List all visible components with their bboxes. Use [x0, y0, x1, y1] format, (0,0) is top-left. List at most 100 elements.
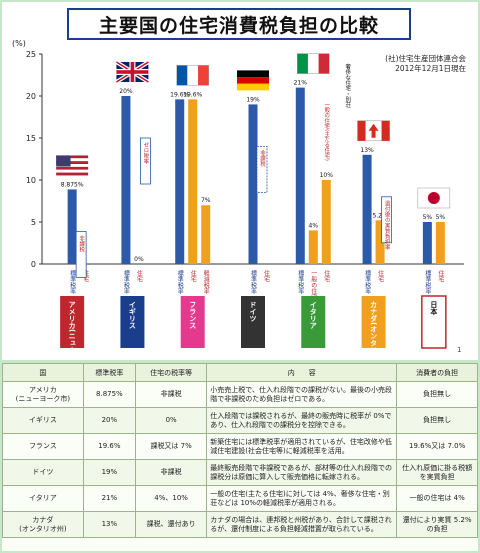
data-label: 0%: [134, 256, 144, 263]
bar-axis-label: 標準税率: [176, 269, 183, 295]
flag-band: [381, 120, 390, 141]
table-cell: アメリカ (ニューヨーク市): [2, 381, 84, 408]
table-header-row: 国標準税率 住宅の税率等内 容消費者の負担: [2, 363, 478, 382]
note-text: ゼロ税率: [142, 141, 149, 166]
y-tick-label: 10: [26, 176, 36, 185]
source-date: 2012年12月1日現在: [395, 64, 466, 73]
chart-source: (社)住宅生産団体連合会 2012年12月1日現在: [385, 54, 466, 74]
table-cell: 一般の住宅は 4%: [396, 485, 478, 512]
bar-axis-label: 住宅: [189, 269, 196, 282]
table-cell: 小売売上税で、仕入れ段階での課税がない。最後の小売段階で非課税のため負担はゼロで…: [206, 381, 398, 408]
note-box: [321, 97, 332, 144]
flag-band: [187, 65, 199, 86]
bar-axis-label: 住宅: [437, 269, 444, 282]
flag-sun: [427, 192, 440, 204]
bar-axis-label: 住宅: [377, 269, 384, 282]
flag-canton: [56, 155, 71, 167]
flag-border: [176, 65, 209, 86]
table-header-cell: 住宅の税率等: [134, 363, 208, 382]
table-cell: 4%、10%: [134, 485, 208, 512]
bar: [201, 205, 211, 264]
table-cell: カナダ (オンタリオ州): [2, 511, 84, 538]
bar: [67, 189, 77, 264]
bar-chart: (%)05101520258.875%標準税率住宅非課税アメリカ(ニューヨーク市…: [12, 39, 464, 360]
source-org: (社)住宅生産団体連合会: [385, 54, 466, 63]
bar: [362, 154, 372, 264]
table-header-cell: 国: [2, 363, 84, 382]
flag-stripe: [56, 155, 89, 159]
data-label: 5%: [436, 214, 446, 221]
bar-axis-label: 軽減税率: [202, 269, 209, 295]
note-box: [381, 196, 392, 244]
table-row: ドイツ 19% 非課税 最終販売段階で非課税であるが、部材等の仕入れ段階での課税分は原…: [2, 459, 478, 486]
table-cell: 19.6%: [82, 433, 137, 460]
bar: [188, 99, 198, 264]
table-header-cell: 内 容: [206, 363, 398, 382]
table-body: アメリカ (ニューヨーク市) 8.875% 非課税 小売売上税で、仕入れ段階での課税がな…: [2, 381, 478, 538]
comparison-table: 国標準税率 住宅の税率等内 容消費者の負担 アメリカ (ニューヨーク市) 8.875%…: [2, 363, 478, 538]
flag-stripe: [56, 169, 89, 173]
bar: [321, 180, 331, 264]
bar: [175, 99, 185, 264]
country-box: [421, 295, 447, 349]
flag-band: [237, 83, 269, 91]
country-name: カナダ(オンタリオ州): [370, 301, 379, 360]
table-cell: 非課税: [134, 459, 208, 486]
table-cell: フランス: [2, 433, 84, 460]
country-box: [361, 296, 386, 348]
y-tick-label: 20: [26, 92, 36, 101]
table-row: イギリス 20% 0% 仕入段階では課税されるが、最終の販売時に税率が 0%であり、仕…: [2, 407, 478, 434]
data-label: 21%: [294, 80, 308, 87]
bar: [121, 96, 131, 264]
flag-band: [297, 53, 308, 74]
table-cell: カナダの場合は、連邦税と州税があり、合計して課税されるが、還付制度による負担軽減…: [206, 511, 398, 538]
bar-axis-label: 標準税率: [250, 269, 257, 295]
bar-axis-label: 標準税率: [122, 269, 129, 295]
data-label: 13%: [360, 147, 374, 154]
country-box: [60, 296, 85, 348]
country-name: アメリカ(ニューヨーク市): [68, 301, 76, 360]
country-name: フランス: [189, 301, 197, 329]
flag-band: [237, 70, 269, 78]
table-cell: 仕入段階では課税されるが、最終の販売時に税率が 0%であり、仕入れ段階での課税分…: [206, 407, 398, 434]
flag-stripe: [56, 172, 89, 176]
y-tick-label: 0: [31, 260, 36, 269]
country-box: [301, 296, 326, 348]
bar-axis-label: 標準税率: [364, 269, 371, 295]
data-label: 19%: [246, 96, 260, 103]
table-row: アメリカ (ニューヨーク市) 8.875% 非課税 小売売上税で、仕入れ段階での課税がな…: [2, 381, 478, 408]
country-box: [180, 296, 205, 348]
flag-stripe: [56, 164, 89, 167]
flag-band: [176, 65, 188, 86]
country-name: ドイツ: [249, 301, 257, 322]
bar: [295, 87, 305, 264]
table-cell: 19.6%又は 7.0%: [396, 433, 478, 460]
country-name: 日本: [430, 301, 439, 316]
table-header-cell: 消費者の負担: [396, 363, 478, 382]
table-cell: 8.875%: [82, 381, 137, 408]
bar: [422, 222, 432, 264]
data-label: 5%: [423, 214, 433, 221]
table-cell: 負担無し: [396, 381, 478, 408]
table-cell: ドイツ: [2, 459, 84, 486]
country-name: イギリス: [128, 301, 136, 329]
table-cell: 一般の住宅(主たる住宅)に対しては 4%、奢侈な住宅・別荘などは 10%の軽減税…: [206, 485, 398, 512]
bar: [308, 230, 318, 264]
page-number: 1: [457, 346, 461, 354]
bar-axis-label: 住宅: [263, 269, 270, 282]
table-cell: 新築住宅には標準税率が適用されているが、住宅改修や低減住宅建設(社会住宅等)に軽…: [206, 433, 398, 460]
flag-band: [237, 77, 269, 84]
y-tick-label: 25: [26, 50, 36, 59]
bar: [435, 222, 445, 264]
flag-band: [318, 53, 330, 74]
chart-panel: (%)05101520258.875%標準税率住宅非課税アメリカ(ニューヨーク市…: [2, 2, 478, 360]
y-tick-label: 5: [31, 218, 36, 227]
table-cell: 21%: [82, 485, 137, 512]
note-text: 一般の住宅(主たる住宅): [323, 102, 330, 161]
table-cell: 最終販売段階で非課税であるが、部材等の仕入れ段階での課税分は原価に算入して販売価…: [206, 459, 398, 486]
table-cell: 20%: [82, 407, 137, 434]
flag-band: [198, 65, 209, 86]
flag-cross-red: [116, 70, 149, 74]
flag-border: [297, 53, 330, 74]
bar-axis-label: 住宅: [323, 269, 330, 282]
